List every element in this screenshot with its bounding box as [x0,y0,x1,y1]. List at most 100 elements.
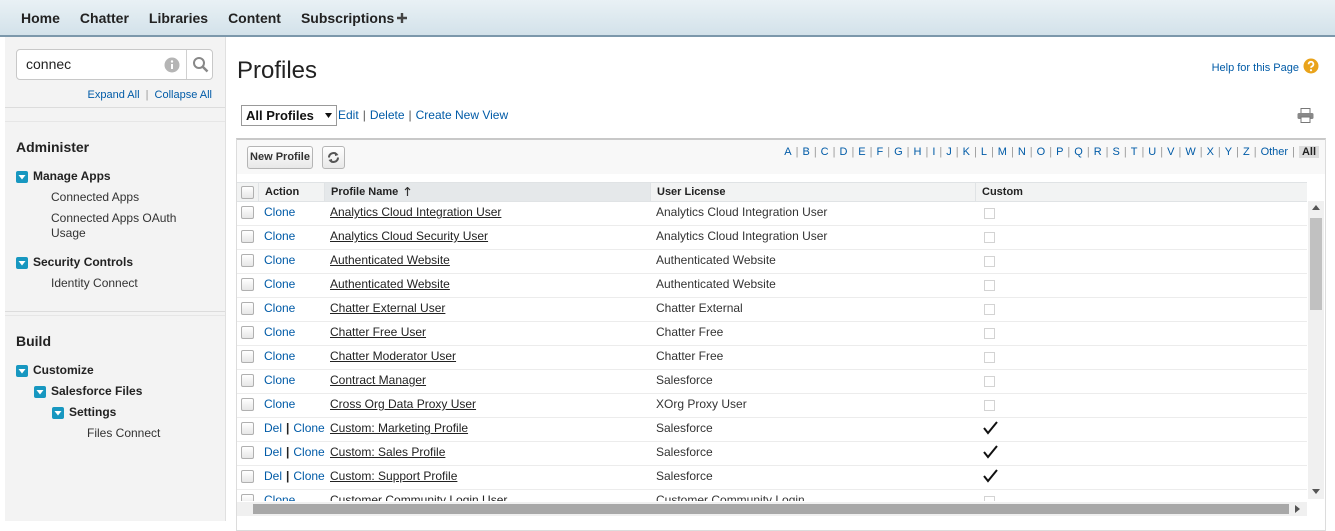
alphabet-filter-item[interactable]: S [1112,146,1120,158]
scroll-thumb[interactable] [253,504,1289,514]
column-header[interactable]: Action [258,183,324,201]
action-link[interactable]: Clone [264,397,296,411]
tree-group[interactable]: Security Controls [33,255,134,269]
alphabet-filter-item[interactable]: X [1206,146,1214,158]
alphabet-filter-item[interactable]: F [876,146,884,158]
row-checkbox[interactable] [241,350,254,363]
action-link[interactable]: Clone [264,325,296,339]
column-header[interactable]: Custom [975,183,1301,201]
profile-name-link[interactable]: Authenticated Website [330,253,450,267]
expand-toggle[interactable] [16,257,28,269]
action-link[interactable]: Clone [264,229,296,243]
scroll-up[interactable] [1312,205,1320,210]
alphabet-filter-item[interactable]: R [1093,146,1102,158]
action-link[interactable]: Clone [264,277,296,291]
alphabet-filter-item[interactable]: G [894,146,903,158]
help-icon[interactable] [1303,58,1319,74]
alphabet-filter-item[interactable]: U [1148,146,1157,158]
alphabet-filter-item[interactable]: Q [1074,146,1083,158]
row-checkbox[interactable] [241,254,254,267]
profile-name-link[interactable]: Analytics Cloud Security User [330,229,489,243]
help-link[interactable]: Help for this Page [1211,62,1299,74]
horizontal-scrollbar[interactable] [237,502,1307,516]
alphabet-filter-item[interactable]: M [997,146,1007,158]
view-select[interactable]: All Profiles [241,105,337,126]
profile-name-link[interactable]: Custom: Marketing Profile [330,421,469,435]
alphabet-filter-item[interactable]: T [1130,146,1138,158]
action-link[interactable]: Clone [293,469,325,483]
tree-group[interactable]: Settings [69,405,117,419]
profile-name-link[interactable]: Custom: Sales Profile [330,445,446,459]
action-link[interactable]: Clone [293,445,325,459]
profile-name-link[interactable]: Analytics Cloud Integration User [330,205,502,219]
row-checkbox[interactable] [241,470,254,483]
row-checkbox[interactable] [241,230,254,243]
search-icon[interactable] [192,56,209,73]
action-link[interactable]: Clone [264,301,296,315]
refresh-button[interactable] [322,146,345,169]
action-link[interactable]: Del [264,445,283,459]
alphabet-filter-item[interactable]: I [932,146,936,158]
alphabet-filter-item[interactable]: W [1185,146,1196,158]
action-link[interactable]: Clone [293,421,325,435]
profile-name-link[interactable]: Chatter Moderator User [330,349,457,363]
row-checkbox[interactable] [241,422,254,435]
alphabet-filter-item[interactable]: P [1056,146,1064,158]
expand-toggle[interactable] [16,171,28,183]
row-checkbox[interactable] [241,494,254,501]
nav-tab[interactable]: Subscriptions [300,9,395,26]
profile-name-link[interactable]: Chatter External User [330,301,446,315]
nav-tab[interactable]: Home [21,9,60,26]
action-link[interactable]: Clone [264,373,296,387]
column-header[interactable]: User License [650,183,975,201]
view-link[interactable]: Edit [338,108,359,122]
alphabet-filter-item[interactable]: L [980,146,987,158]
column-header[interactable]: Profile Name [324,183,650,201]
tree-group[interactable]: Salesforce Files [51,384,143,398]
row-checkbox[interactable] [241,206,254,219]
alphabet-filter-item[interactable]: N [1017,146,1026,158]
alphabet-filter-item[interactable]: B [802,146,810,158]
alphabet-filter-item[interactable]: J [946,146,952,158]
alphabet-filter-item[interactable]: C [820,146,829,158]
view-link[interactable]: Delete [369,108,405,122]
alphabet-filter-item[interactable]: All [1298,146,1319,158]
add-tab-icon[interactable] [397,13,407,23]
tree-item[interactable]: Connected Apps OAuth Usage [51,211,177,240]
alphabet-filter-item[interactable]: E [858,146,866,158]
action-link[interactable]: Del [264,421,283,435]
view-link[interactable]: Create New View [415,108,509,122]
collapse-all[interactable]: Collapse All [154,89,212,101]
new-profile-button[interactable]: New Profile [247,146,313,169]
scroll-right[interactable] [1295,505,1300,513]
scroll-down[interactable] [1312,489,1320,494]
profile-name-link[interactable]: Contract Manager [330,373,427,387]
expand-all[interactable]: Expand All [87,89,140,101]
row-checkbox[interactable] [241,326,254,339]
row-checkbox[interactable] [241,374,254,387]
tree-group[interactable]: Customize [33,363,94,377]
tree-item[interactable]: Files Connect [87,426,161,440]
alphabet-filter-item[interactable]: D [839,146,848,158]
alphabet-filter-item[interactable]: A [784,146,792,158]
profile-name-link[interactable]: Chatter Free User [330,325,427,339]
row-checkbox[interactable] [241,302,254,315]
profile-name-link[interactable]: Authenticated Website [330,277,450,291]
row-checkbox[interactable] [241,278,254,291]
profile-name-link[interactable]: Custom: Support Profile [330,469,458,483]
nav-tab[interactable]: Libraries [148,9,209,26]
search-box[interactable]: connec [16,49,213,80]
tree-group[interactable]: Manage Apps [33,169,111,183]
alphabet-filter-item[interactable]: Y [1224,146,1233,158]
action-link[interactable]: Del [264,469,283,483]
row-checkbox[interactable] [241,398,254,411]
print-icon[interactable] [1297,108,1314,123]
action-link[interactable]: Clone [264,205,296,219]
nav-tab[interactable]: Content [228,9,281,26]
tree-item[interactable]: Identity Connect [51,276,138,290]
alphabet-filter-item[interactable]: O [1036,146,1046,158]
action-link[interactable]: Clone [264,493,296,501]
alphabet-filter-item[interactable]: Z [1242,146,1250,158]
action-link[interactable]: Clone [264,349,296,363]
profile-name-link[interactable]: Cross Org Data Proxy User [330,397,477,411]
